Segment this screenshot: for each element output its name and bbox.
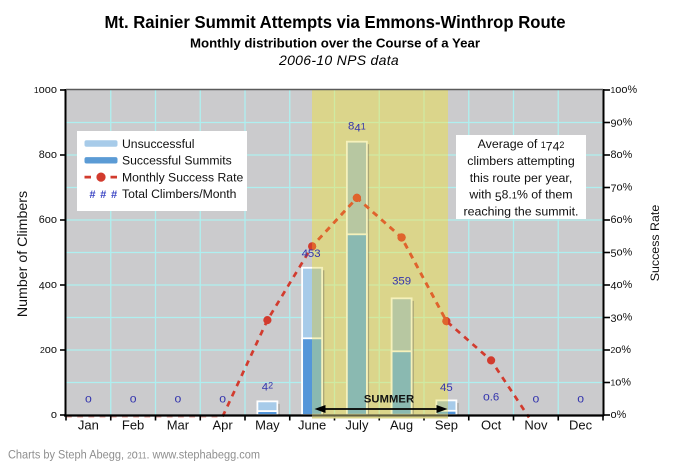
svg-text:8oo: 8oo: [39, 149, 57, 161]
svg-text:Success Rate: Success Rate: [648, 205, 662, 282]
svg-text:359: 359: [392, 276, 411, 288]
svg-text:Aug: Aug: [390, 418, 413, 433]
svg-text:841: 841: [348, 121, 366, 135]
svg-text:2oo: 2oo: [40, 344, 57, 356]
svg-text:June: June: [298, 418, 326, 433]
svg-text:1ooo: 1ooo: [34, 84, 57, 96]
svg-text:Dec: Dec: [569, 418, 593, 433]
svg-text:Nov: Nov: [524, 418, 548, 433]
svg-text:Charts by Steph Abegg, 2o11. w: Charts by Steph Abegg, 2o11. www.stephab…: [8, 448, 260, 462]
svg-text:5o%: 5o%: [611, 246, 633, 260]
svg-text:2006-10 NPS data: 2006-10 NPS data: [278, 52, 399, 68]
svg-text:Sep: Sep: [435, 418, 458, 433]
svg-text:Monthly distribution over the: Monthly distribution over the Course of …: [190, 36, 480, 51]
svg-text:Jan: Jan: [78, 418, 99, 433]
svg-text:7o%: 7o%: [611, 181, 633, 195]
svg-text:4oo: 4oo: [39, 279, 57, 293]
svg-text:Total Climbers/Month: Total Climbers/Month: [122, 187, 236, 201]
svg-text:8o%: 8o%: [611, 149, 633, 161]
svg-text:2o%: 2o%: [611, 344, 632, 356]
svg-text:45: 45: [440, 382, 453, 394]
svg-text:4o%: 4o%: [611, 279, 633, 293]
svg-text:Successful Summits: Successful Summits: [122, 154, 232, 168]
svg-text:o: o: [175, 392, 182, 406]
svg-text:Monthly Success Rate: Monthly Success Rate: [122, 170, 243, 184]
svg-text:9o%: 9o%: [611, 116, 633, 130]
svg-text:o: o: [130, 392, 137, 406]
svg-text:May: May: [255, 418, 280, 433]
svg-text:this route per year,: this route per year,: [470, 171, 573, 185]
svg-text:o: o: [85, 392, 92, 406]
svg-text:o: o: [219, 392, 226, 406]
svg-text:1oo%: 1oo%: [611, 84, 638, 96]
svg-text:Unsuccessful: Unsuccessful: [122, 137, 194, 151]
svg-text:Mar: Mar: [167, 418, 190, 433]
svg-text:reaching the summit.: reaching the summit.: [463, 204, 578, 218]
svg-text:42: 42: [262, 381, 273, 394]
svg-text:Number of Climbers: Number of Climbers: [15, 191, 31, 317]
svg-text:Apr: Apr: [212, 418, 233, 433]
svg-text:1o%: 1o%: [611, 376, 632, 388]
svg-text:Feb: Feb: [122, 418, 144, 433]
svg-text:o: o: [533, 392, 540, 406]
svg-text:o: o: [577, 392, 584, 406]
svg-text:3o%: 3o%: [611, 311, 633, 325]
svg-text:o.6: o.6: [483, 390, 499, 404]
svg-text:Average of 1742: Average of 1742: [478, 137, 565, 153]
svg-text:453: 453: [302, 248, 321, 260]
svg-text:Mt. Rainier Summit Attempts vi: Mt. Rainier Summit Attempts via Emmons-W…: [105, 12, 566, 32]
svg-text:o%: o%: [611, 409, 627, 421]
svg-text:# # #: # # #: [89, 189, 118, 201]
svg-text:6o%: 6o%: [611, 214, 633, 226]
svg-text:o: o: [51, 409, 57, 421]
svg-text:Oct: Oct: [481, 418, 502, 433]
svg-text:July: July: [345, 418, 369, 433]
svg-text:SUMMER: SUMMER: [364, 394, 414, 406]
svg-text:with 58.1% of them: with 58.1% of them: [468, 188, 572, 204]
svg-text:climbers attempting: climbers attempting: [467, 154, 575, 168]
svg-text:6oo: 6oo: [39, 214, 57, 226]
